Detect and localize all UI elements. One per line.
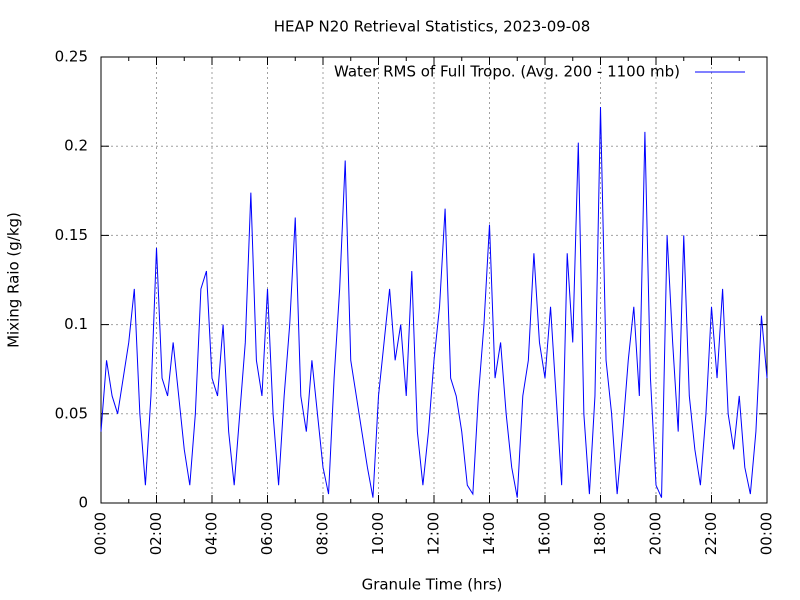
x-tick-label: 04:00 — [203, 512, 221, 555]
x-tick-label: 00:00 — [92, 512, 110, 555]
x-tick-label: 12:00 — [425, 512, 443, 555]
x-tick-label: 08:00 — [314, 512, 332, 555]
y-tick-label: 0.05 — [55, 404, 88, 422]
x-tick-label: 06:00 — [258, 512, 276, 555]
legend-label: Water RMS of Full Tropo. (Avg. 200 - 110… — [334, 63, 680, 81]
y-tick-label: 0.2 — [64, 137, 88, 155]
plot-frame — [100, 56, 768, 504]
y-tick-label: 0.15 — [55, 226, 88, 244]
x-tick-label: 16:00 — [536, 512, 554, 555]
x-tick-label: 00:00 — [758, 512, 776, 555]
y-tick-label: 0.1 — [64, 315, 88, 333]
x-tick-label: 22:00 — [702, 512, 720, 555]
x-tick-label: 20:00 — [647, 512, 665, 555]
y-tick-label: 0.25 — [55, 48, 88, 66]
chart-title: HEAP N20 Retrieval Statistics, 2023-09-0… — [274, 18, 591, 36]
x-tick-label: 10:00 — [369, 512, 387, 555]
y-axis-label: Mixing Raio (g/kg) — [5, 212, 23, 348]
y-tick-label: 0 — [78, 494, 88, 512]
data-line — [100, 106, 768, 498]
x-tick-label: 18:00 — [591, 512, 609, 555]
x-tick-label: 14:00 — [480, 512, 498, 555]
x-axis-label: Granule Time (hrs) — [362, 576, 503, 594]
x-tick-label: 02:00 — [147, 512, 165, 555]
